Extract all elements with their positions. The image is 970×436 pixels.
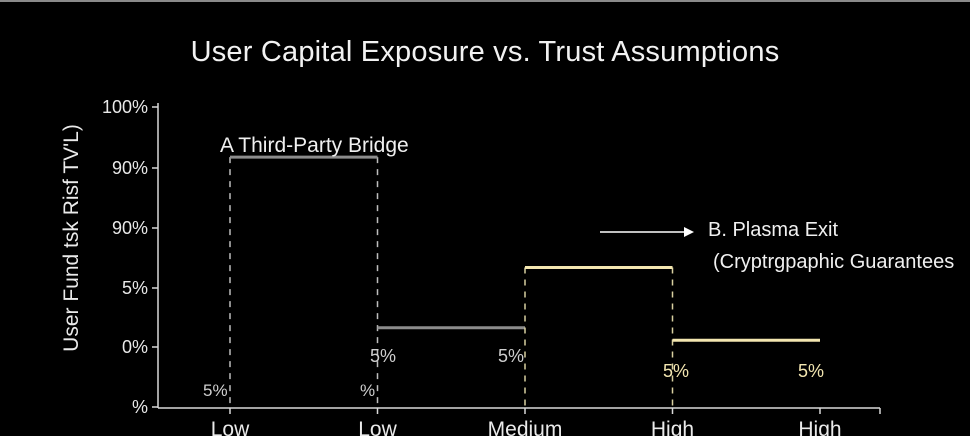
- series-a-data-label: %: [360, 381, 375, 400]
- x-tick-label: Medium: [488, 418, 563, 436]
- top-border-line: [0, 0, 970, 2]
- x-tick-label: Low: [358, 418, 397, 436]
- series-b-arrow-head: [684, 227, 694, 237]
- y-tick-label: %: [132, 397, 148, 417]
- series-a-data-label: 5%: [203, 381, 228, 400]
- x-tick-label: Low: [211, 418, 250, 436]
- y-tick-label: 90%: [112, 158, 148, 178]
- x-tick-label: High: [798, 418, 841, 436]
- series-b-label: B. Plasma Exit: [708, 219, 838, 241]
- series-b-sublabel: (Cryptrgpaphic Guarantees: [713, 251, 954, 273]
- series-a-data-label: 5%: [498, 346, 524, 366]
- series-a-data-label: 5%: [370, 346, 396, 366]
- y-tick-label: 90%: [112, 218, 148, 238]
- y-tick-label: 0%: [122, 337, 148, 357]
- series-b-data-label: 5%: [798, 361, 824, 381]
- series-b-data-label: 5%: [663, 361, 689, 381]
- series-a-label: A Third-Party Bridge: [220, 134, 409, 157]
- chart-title: User Capital Exposure vs. Trust Assumpti…: [190, 36, 780, 68]
- y-tick-label: 100%: [102, 97, 148, 117]
- y-tick-label: 5%: [122, 278, 148, 298]
- x-tick-label: High: [651, 418, 694, 436]
